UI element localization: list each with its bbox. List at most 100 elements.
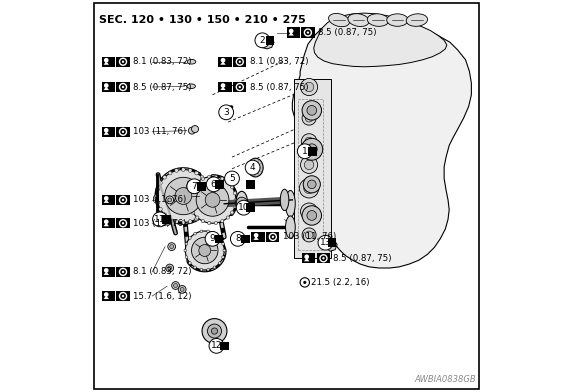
Circle shape	[195, 216, 199, 219]
Text: 8.1 (0.83, 72): 8.1 (0.83, 72)	[133, 57, 191, 66]
Circle shape	[230, 231, 245, 246]
Polygon shape	[325, 240, 337, 251]
Bar	[116, 57, 129, 67]
Circle shape	[200, 268, 203, 271]
Text: 15.7 (1.6, 12): 15.7 (1.6, 12)	[133, 292, 191, 301]
Text: 6: 6	[211, 180, 217, 189]
Circle shape	[304, 160, 314, 170]
Circle shape	[168, 198, 172, 202]
Circle shape	[189, 237, 191, 240]
Circle shape	[214, 175, 218, 178]
Text: 12: 12	[211, 341, 222, 350]
Circle shape	[254, 233, 258, 238]
Bar	[301, 27, 315, 38]
Circle shape	[122, 271, 124, 273]
Text: 4: 4	[250, 163, 256, 172]
Circle shape	[175, 220, 178, 223]
Polygon shape	[220, 61, 226, 65]
Circle shape	[175, 169, 178, 172]
Bar	[286, 27, 300, 38]
Text: 5: 5	[229, 174, 235, 183]
Circle shape	[152, 212, 167, 227]
Bar	[116, 82, 129, 92]
Bar	[246, 203, 255, 212]
Bar	[162, 215, 171, 223]
Circle shape	[178, 285, 186, 293]
Bar	[328, 238, 336, 247]
Circle shape	[189, 127, 195, 134]
Circle shape	[122, 131, 124, 133]
Circle shape	[236, 200, 251, 215]
Circle shape	[200, 230, 203, 233]
Circle shape	[226, 181, 229, 184]
Circle shape	[233, 205, 237, 208]
Circle shape	[214, 221, 218, 225]
Circle shape	[104, 268, 109, 273]
Circle shape	[302, 111, 316, 125]
Circle shape	[207, 175, 211, 178]
Circle shape	[307, 144, 317, 155]
Circle shape	[189, 261, 191, 264]
Polygon shape	[104, 223, 109, 226]
Ellipse shape	[236, 191, 248, 214]
Circle shape	[104, 220, 109, 224]
Circle shape	[200, 213, 204, 216]
Text: 8.5 (0.87, 75): 8.5 (0.87, 75)	[333, 254, 392, 263]
Ellipse shape	[285, 216, 295, 238]
Circle shape	[195, 171, 198, 175]
Bar	[220, 341, 229, 350]
Bar	[101, 127, 115, 137]
Circle shape	[301, 138, 323, 160]
Ellipse shape	[210, 234, 218, 245]
Circle shape	[230, 186, 234, 189]
Circle shape	[207, 221, 211, 225]
Circle shape	[166, 264, 174, 272]
Text: 8.5 (0.87, 75): 8.5 (0.87, 75)	[249, 83, 308, 91]
Circle shape	[201, 220, 205, 223]
Circle shape	[305, 231, 313, 239]
Circle shape	[170, 245, 174, 249]
Text: 21.5 (2.2, 16): 21.5 (2.2, 16)	[311, 278, 370, 287]
Circle shape	[218, 261, 221, 264]
Polygon shape	[292, 17, 472, 268]
Circle shape	[205, 192, 220, 207]
Circle shape	[201, 177, 205, 180]
Bar	[116, 267, 129, 277]
Polygon shape	[104, 271, 109, 275]
Bar	[116, 218, 129, 228]
Circle shape	[185, 231, 224, 270]
Circle shape	[196, 183, 229, 216]
Circle shape	[164, 218, 172, 225]
Bar	[101, 57, 115, 67]
Circle shape	[207, 268, 210, 271]
Circle shape	[208, 194, 211, 198]
Circle shape	[305, 137, 313, 146]
Bar	[298, 99, 324, 250]
Ellipse shape	[406, 14, 427, 26]
Polygon shape	[104, 87, 109, 90]
Circle shape	[184, 249, 187, 252]
Text: AWBIA0838GB: AWBIA0838GB	[415, 375, 476, 384]
Circle shape	[195, 181, 199, 184]
Circle shape	[163, 176, 167, 179]
Circle shape	[180, 287, 184, 291]
Bar	[215, 180, 224, 189]
Ellipse shape	[348, 14, 369, 27]
Polygon shape	[304, 258, 309, 261]
Polygon shape	[253, 236, 259, 240]
Circle shape	[322, 257, 325, 260]
Bar	[303, 148, 311, 155]
Circle shape	[191, 186, 195, 189]
Bar	[101, 195, 115, 205]
Ellipse shape	[387, 14, 408, 26]
Circle shape	[207, 230, 210, 233]
Circle shape	[182, 168, 185, 171]
Circle shape	[305, 114, 313, 122]
Bar	[197, 182, 206, 191]
Circle shape	[207, 324, 222, 338]
Circle shape	[297, 144, 312, 159]
Circle shape	[104, 128, 109, 132]
Circle shape	[221, 58, 225, 63]
Circle shape	[175, 188, 192, 204]
Text: SEC. 120 • 130 • 150 • 210 • 275: SEC. 120 • 130 • 150 • 210 • 275	[99, 15, 305, 25]
